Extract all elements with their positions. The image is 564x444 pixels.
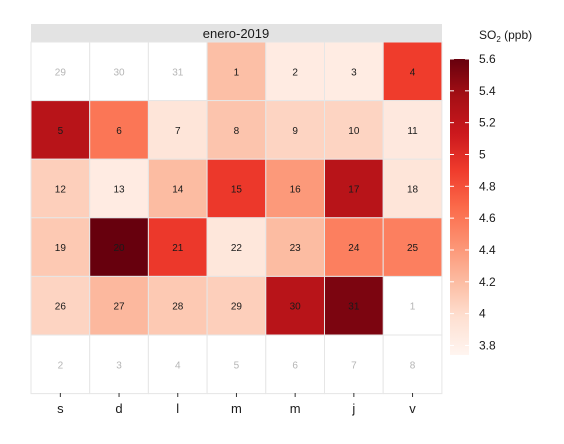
- calendar-day-cell: [265, 217, 325, 277]
- cell-day-label: 6: [292, 360, 298, 371]
- legend-title-main: SO: [479, 28, 496, 42]
- weekday-label: l: [176, 401, 179, 416]
- calendar-day-cell: [147, 275, 208, 336]
- cell-day-label: 31: [172, 67, 184, 78]
- cell-day-label: 23: [290, 243, 302, 254]
- cell-day-label: 20: [113, 243, 125, 254]
- legend-tick-label: 5.2: [479, 116, 496, 130]
- calendar-day-cell: [265, 275, 325, 336]
- cell-day-label: 19: [55, 243, 67, 254]
- weekday-label: s: [57, 401, 64, 416]
- cell-day-label: 7: [175, 126, 181, 137]
- calendar-cell-other-month: [382, 334, 443, 395]
- weekday-label: m: [231, 401, 242, 416]
- cell-day-label: 15: [231, 185, 243, 196]
- calendar-day-cell: [30, 275, 91, 336]
- cell-day-label: 1: [410, 302, 416, 313]
- cell-day-label: 4: [175, 360, 181, 371]
- cell-day-label: 30: [113, 67, 125, 78]
- calendar-day-cell: [324, 158, 384, 219]
- weekday-label: d: [115, 401, 122, 416]
- cell-day-label: 2: [58, 360, 64, 371]
- cell-day-label: 28: [172, 302, 184, 313]
- cell-day-label: 8: [234, 126, 240, 137]
- legend-title-subscript: 2: [496, 35, 501, 44]
- cell-day-label: 4: [410, 67, 416, 78]
- cell-day-label: 2: [292, 67, 298, 78]
- weekday-label: j: [351, 401, 355, 416]
- cell-day-label: 25: [407, 243, 419, 254]
- cell-day-label: 13: [113, 185, 125, 196]
- calendar-day-cell: [382, 217, 443, 277]
- calendar-day-cell: [206, 100, 267, 160]
- legend-colorbar: [450, 59, 469, 355]
- legend-title-unit: (ppb): [501, 28, 532, 42]
- calendar-cell-other-month: [147, 334, 208, 395]
- cell-day-label: 7: [351, 360, 357, 371]
- cell-day-label: 18: [407, 185, 419, 196]
- cell-day-label: 31: [348, 302, 360, 313]
- legend-tick-label: 4.8: [479, 179, 496, 193]
- legend-tick-label: 5: [479, 147, 486, 161]
- weekday-label: m: [290, 401, 301, 416]
- cell-day-label: 24: [348, 243, 360, 254]
- legend-tick-label: 5.4: [479, 84, 496, 98]
- cell-day-label: 10: [348, 126, 360, 137]
- cell-day-label: 6: [116, 126, 122, 137]
- legend-tick-label: 4.2: [479, 275, 496, 289]
- legend-tick-label: 4: [479, 307, 486, 321]
- cell-day-label: 21: [172, 243, 184, 254]
- calendar-cell-other-month: [206, 334, 267, 395]
- calendar-day-cell: [147, 158, 208, 219]
- cell-day-label: 14: [172, 185, 184, 196]
- cell-day-label: 26: [55, 302, 67, 313]
- cell-day-label: 29: [231, 302, 243, 313]
- cell-day-label: 17: [348, 185, 360, 196]
- calendar-cell-other-month: [382, 275, 443, 336]
- calendar-day-cell: [382, 100, 443, 160]
- calendar-day-cell: [206, 41, 267, 102]
- calendar-day-cell: [89, 275, 149, 336]
- cell-day-label: 29: [55, 67, 67, 78]
- color-legend: SO2 (ppb) 3.8 4 4.2 4.4 4.6 4.8 5 5.2 5.4 5.6: [450, 28, 532, 355]
- cell-day-label: 30: [290, 302, 302, 313]
- calendar-day-cell: [206, 217, 267, 277]
- calendar-day-cell: [324, 275, 384, 336]
- cell-day-label: 1: [234, 67, 240, 78]
- legend-title: SO2 (ppb): [479, 28, 532, 44]
- cell-day-label: 16: [290, 185, 302, 196]
- calendar-day-cell: [265, 41, 325, 102]
- calendar-day-cell: [324, 41, 384, 102]
- cell-day-label: 12: [55, 185, 67, 196]
- calendar-cell-other-month: [265, 334, 325, 395]
- cell-day-label: 8: [410, 360, 416, 371]
- cell-day-label: 5: [234, 360, 240, 371]
- calendar-day-cell: [147, 100, 208, 160]
- cell-day-label: 9: [292, 126, 298, 137]
- cell-day-label: 5: [58, 126, 64, 137]
- legend-ticks: 3.8 4 4.2 4.4 4.6 4.8 5 5.2 5.4 5.6: [450, 52, 496, 352]
- legend-tick-label: 3.8: [479, 338, 496, 352]
- panel-strip: [31, 24, 442, 42]
- legend-tick-label: 5.6: [479, 52, 496, 66]
- cell-day-label: 3: [116, 360, 122, 371]
- cell-day-label: 22: [231, 243, 243, 254]
- panel-title: enero-2019: [203, 26, 270, 41]
- cell-day-label: 3: [351, 67, 357, 78]
- legend-tick-label: 4.6: [479, 211, 496, 225]
- calendar-cell-other-month: [89, 334, 149, 395]
- calendar-day-cell: [147, 217, 208, 277]
- calendar-day-cell: [382, 158, 443, 219]
- legend-tick-label: 4.4: [479, 243, 496, 257]
- calendar-day-cell: [89, 217, 149, 277]
- calendar-day-cell: [89, 158, 149, 219]
- weekday-label: v: [409, 401, 416, 416]
- calendar-day-cell: [382, 41, 443, 102]
- cell-day-label: 11: [407, 126, 418, 137]
- calendar-day-cell: [265, 158, 325, 219]
- cell-day-label: 27: [113, 302, 125, 313]
